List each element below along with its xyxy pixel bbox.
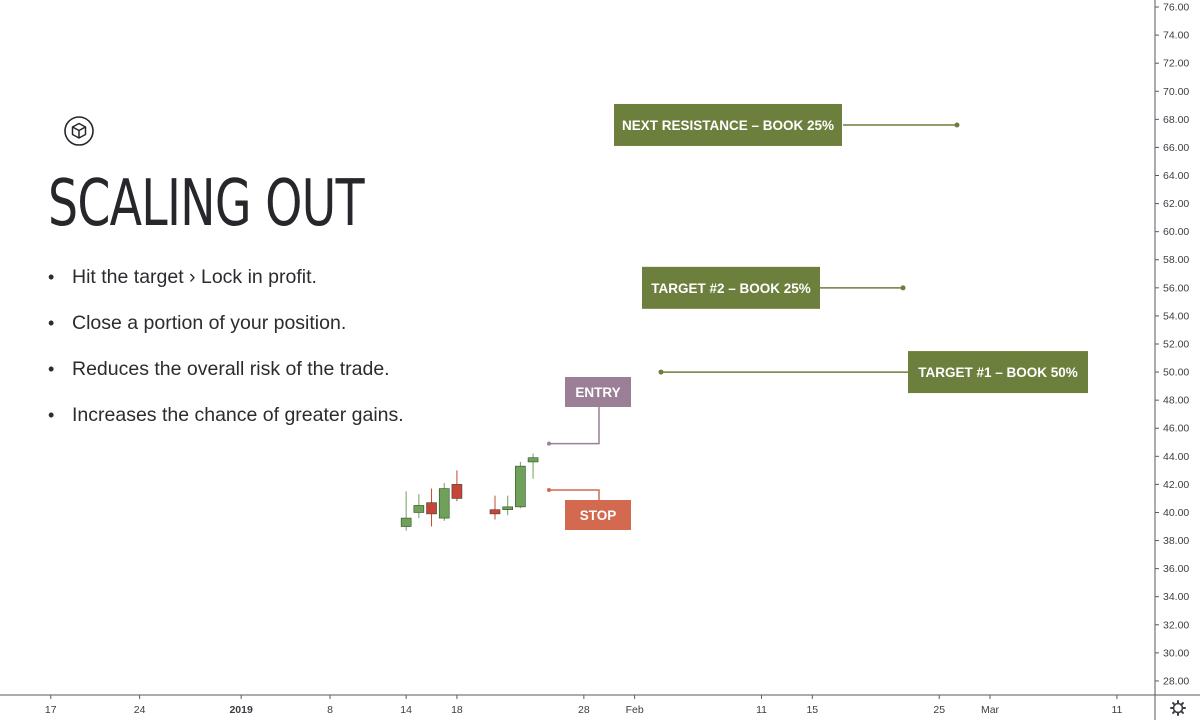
annotation-text: TARGET #2 – BOOK 25%: [651, 281, 811, 296]
candle-body: [489, 509, 501, 515]
candle[interactable]: [413, 494, 425, 519]
annotation-label[interactable]: STOP: [565, 500, 631, 530]
price-tick-label: 30.00: [1163, 647, 1189, 659]
annotation-text: ENTRY: [575, 385, 620, 400]
annotation-box: [565, 377, 631, 407]
time-tick-label: 14: [400, 704, 412, 716]
price-tick-label: 64.00: [1163, 170, 1189, 182]
time-tick-label: 2019: [229, 704, 253, 716]
price-tick-label: 36.00: [1163, 563, 1189, 575]
candle-body: [426, 502, 437, 515]
candle-body: [502, 506, 513, 510]
annotation-label[interactable]: NEXT RESISTANCE – BOOK 25%: [614, 103, 842, 146]
bullet-item: Hit the target › Lock in profit.: [48, 262, 404, 308]
candle[interactable]: [502, 495, 513, 516]
annotation-box: [565, 500, 631, 530]
annotation-label[interactable]: ENTRY: [565, 377, 631, 407]
price-tick-label: 68.00: [1163, 114, 1189, 126]
price-tick-label: 32.00: [1163, 619, 1189, 631]
bullet-item: Increases the chance of greater gains.: [48, 400, 404, 446]
candle[interactable]: [489, 495, 501, 520]
candle[interactable]: [400, 491, 412, 531]
gear-tooth: [1180, 702, 1184, 706]
annotation-label[interactable]: TARGET #2 – BOOK 25%: [642, 266, 820, 309]
price-tick-label: 54.00: [1163, 310, 1189, 322]
annotation-box: [614, 103, 842, 146]
candle-body: [527, 457, 539, 463]
stop-dot: [547, 488, 551, 493]
price-tick-label: 28.00: [1163, 675, 1189, 687]
entry-dot: [547, 441, 551, 446]
candle[interactable]: [451, 470, 463, 502]
time-tick-label: Feb: [626, 704, 644, 716]
price-tick-label: 52.00: [1163, 338, 1189, 350]
annotation-text: STOP: [580, 508, 617, 523]
time-tick-label: 15: [806, 704, 818, 716]
price-tick-label: 42.00: [1163, 479, 1189, 491]
annotation-box: [642, 266, 820, 309]
annotation-text: TARGET #1 – BOOK 50%: [918, 365, 1078, 380]
gear-tooth: [1172, 710, 1176, 714]
bullet-list: Hit the target › Lock in profit. Close a…: [48, 262, 404, 446]
time-tick-label: 11: [1111, 704, 1122, 716]
slide-title: SCALING OUT: [48, 167, 365, 241]
time-tick-label: 11: [756, 704, 767, 716]
price-tick-label: 56.00: [1163, 282, 1189, 294]
price-tick-label: 48.00: [1163, 395, 1189, 407]
candle-body: [413, 505, 425, 513]
candle[interactable]: [515, 461, 526, 509]
stop-connector: [549, 489, 600, 500]
candle-body: [515, 465, 526, 508]
price-tick-label: 58.00: [1163, 254, 1189, 266]
price-tick-label: 38.00: [1163, 535, 1189, 547]
price-tick-label: 62.00: [1163, 198, 1189, 210]
bullet-item: Close a portion of your position.: [48, 308, 404, 354]
price-tick-label: 70.00: [1163, 86, 1189, 98]
gear-icon[interactable]: [1170, 700, 1186, 716]
price-level-dot: [954, 122, 960, 128]
time-tick-label: 25: [933, 704, 945, 716]
price-tick-label: 74.00: [1163, 30, 1189, 42]
annotation-label[interactable]: TARGET #1 – BOOK 50%: [908, 351, 1088, 394]
price-tick-label: 46.00: [1163, 423, 1189, 435]
candle[interactable]: [527, 453, 539, 479]
price-tick-label: 66.00: [1163, 142, 1189, 154]
candle-body: [400, 517, 412, 527]
price-tick-label: 50.00: [1163, 367, 1189, 379]
time-tick-label: 17: [45, 704, 57, 716]
entry-connector: [549, 407, 600, 445]
time-tick-label: Mar: [981, 704, 1000, 716]
price-tick-label: 40.00: [1163, 507, 1189, 519]
time-tick-label: 8: [327, 704, 333, 716]
price-tick-label: 72.00: [1163, 58, 1189, 70]
time-tick-label: 24: [134, 704, 146, 716]
candle-body: [451, 484, 463, 499]
bullet-item: Reduces the overall risk of the trade.: [48, 354, 404, 400]
candle[interactable]: [426, 488, 437, 527]
time-tick-label: 18: [451, 704, 463, 716]
price-level-dot: [658, 369, 664, 375]
annotation-box: [908, 351, 1088, 394]
gear-tooth: [1172, 702, 1176, 706]
price-tick-label: 44.00: [1163, 451, 1189, 463]
cube-icon: [64, 116, 94, 146]
time-tick-label: 28: [578, 704, 590, 716]
gear-tooth: [1180, 710, 1184, 714]
candle-body: [438, 488, 450, 519]
price-tick-label: 76.00: [1163, 2, 1189, 14]
price-tick-label: 34.00: [1163, 591, 1189, 603]
price-level-dot: [900, 285, 906, 291]
annotation-text: NEXT RESISTANCE – BOOK 25%: [622, 118, 834, 133]
candle[interactable]: [438, 482, 450, 521]
price-tick-label: 60.00: [1163, 226, 1189, 238]
